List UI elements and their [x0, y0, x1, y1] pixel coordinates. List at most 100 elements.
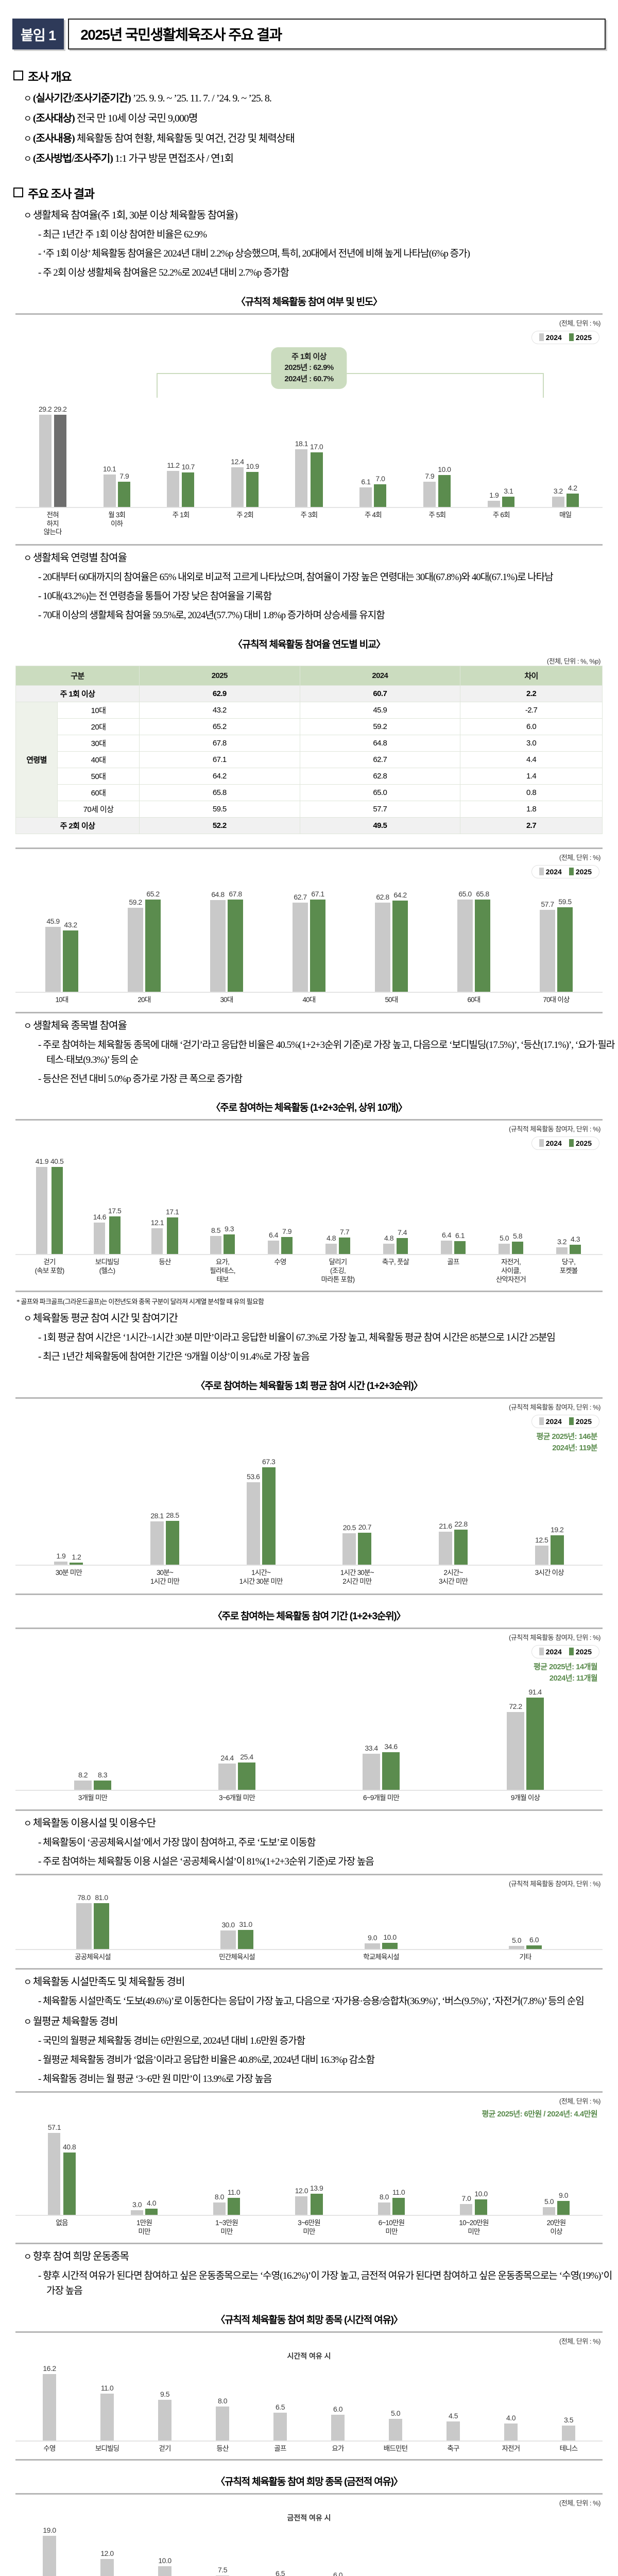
bar-value: 62.8	[376, 893, 389, 902]
bar-group: 78.0 81.0	[21, 1893, 165, 1950]
cell-diff: 3.0	[460, 734, 603, 752]
cell-v2025: 67.8	[139, 734, 300, 752]
bar-2025	[43, 2374, 56, 2441]
cell-v2025: 65.2	[139, 718, 300, 735]
bar-value: 31.0	[239, 1920, 252, 1928]
table-row: 연령별 10대 43.2 45.9 -2.7	[15, 701, 603, 818]
bar-2025	[145, 899, 161, 992]
bar-group: 62.7 67.1	[268, 890, 350, 992]
bar-2025	[51, 1167, 63, 1255]
bar-2024	[552, 496, 564, 507]
bar-group: 9.0 10.0	[309, 1893, 453, 1950]
x-axis-label: 골프	[447, 1258, 459, 1266]
chart-freq: (전체, 단위 : %) 2024 2025	[15, 313, 603, 344]
cell-diff: 4.4	[460, 751, 603, 768]
bar-2024	[439, 1531, 453, 1565]
bar-2025	[382, 1943, 398, 1950]
th-2025: 2025	[139, 665, 300, 686]
bar-2025	[246, 472, 259, 507]
bar-value: 7.9	[425, 471, 435, 480]
bar-group: 4.8 7.7	[309, 1157, 367, 1255]
bar-2025	[566, 493, 579, 507]
x-axis-label: 40대	[302, 995, 316, 1004]
x-axis-label: 1만원 미만	[136, 2219, 152, 2235]
bar-value: 5.0	[500, 1233, 509, 1242]
sec7-bullet: 체육활동 경비는 월 평균 ‘3~6만 원 미만’이 13.9%로 가장 높음	[38, 2072, 618, 2087]
legend-2024: 2024	[539, 1139, 562, 1147]
bar-value: 12.0	[295, 2187, 308, 2195]
table-row: 60대 65.8 65.0 0.8	[16, 784, 603, 801]
bar-value: 10.9	[246, 462, 260, 471]
chart-unit: (전체, 단위 : %)	[559, 2337, 601, 2345]
table-title-age: 〈규칙적 체육활동 참여율 연도별 비교〉	[232, 639, 386, 650]
age-comparison-table: 구분 2025 2024 차이 주 1회 이상 62.9 60.7 2.2 연령별 10대…	[15, 665, 603, 834]
x-axis-label: 걷기	[159, 2444, 171, 2452]
bar-group: 4.0	[482, 2364, 540, 2441]
bar-value: 17.1	[166, 1207, 179, 1216]
bar-value: 1.2	[72, 1552, 81, 1561]
legend-2025: 2025	[569, 1139, 592, 1147]
square-bullet-icon	[13, 188, 23, 197]
bar-group: 6.4 7.9	[251, 1157, 309, 1255]
table-row: 50대 64.2 62.8 1.4	[16, 767, 603, 785]
legend-2025: 2025	[569, 1647, 592, 1656]
bar-value: 24.4	[220, 1753, 234, 1762]
x-axis-label: 50대	[385, 995, 398, 1004]
section-heading-overview: 조사 개요	[13, 67, 618, 84]
sec8-bullet: 향후 시간적 여유가 된다면 참여하고 싶은 운동종목으로는 ‘수영(16.2%…	[38, 2269, 618, 2299]
bar-group: 57.1 40.8	[21, 2123, 103, 2215]
bar-value: 11.0	[227, 2188, 241, 2197]
bar-value: 34.6	[384, 1742, 398, 1751]
table-row: 70세 이상 59.5 57.7 1.8	[16, 800, 603, 818]
wish-time-subtitle: 시간적 여유 시	[287, 2351, 331, 2360]
bar-value: 28.1	[150, 1512, 164, 1520]
bar-2024	[365, 1943, 380, 1950]
bar-value: 59.2	[129, 898, 142, 907]
bar-2025	[262, 1467, 276, 1565]
bar-value: 8.3	[98, 1771, 107, 1780]
bar-2025	[397, 1238, 408, 1255]
table-row: 20대 65.2 59.2 6.0	[16, 718, 603, 735]
cell-v2024: 65.0	[299, 784, 461, 801]
bar-value: 7.7	[340, 1228, 349, 1236]
bar-2024	[295, 2196, 308, 2215]
sec1-bullet: 최근 1년간 주 1회 이상 참여한 비율은 62.9%	[38, 228, 618, 243]
bar-group: 4.8 7.4	[367, 1157, 424, 1255]
row-label: 70세 이상	[57, 800, 140, 818]
bar-2024	[540, 910, 555, 992]
bar-value: 67.8	[229, 889, 242, 898]
legend-2024: 2024	[539, 867, 562, 876]
bar-value: 21.6	[439, 1521, 452, 1530]
chart-wish-time: (전체, 단위 : %) 시간적 여유 시 16.2 11.0 9.5 8.0 6.5 6…	[15, 2331, 603, 2461]
x-axis-label: 6~9개월 미만	[363, 1793, 400, 1802]
bar-group: 64.8 67.8	[185, 890, 268, 992]
x-axis-label: 3시간 이상	[535, 1568, 564, 1577]
bar-2024	[363, 1753, 380, 1790]
bar-value: 81.0	[95, 1893, 108, 1902]
x-axis-label: 3~6개월 미만	[219, 1793, 255, 1802]
cell-v2024: 64.8	[299, 734, 461, 752]
cell-v2024: 62.8	[299, 767, 461, 785]
bar-2024	[535, 1545, 548, 1565]
bar-2024	[457, 900, 473, 992]
x-axis-label: 수영	[43, 2444, 56, 2452]
x-axis-label: 배드민턴	[383, 2444, 408, 2452]
bar-2024	[460, 2204, 473, 2215]
bar-group: 29.2 29.2	[21, 405, 84, 507]
bar-2024	[359, 487, 372, 507]
bar-value: 3.0	[132, 2200, 142, 2209]
bar-2025	[475, 899, 490, 992]
bar-2024	[48, 2133, 61, 2215]
sec5-bullet: 체육활동이 ‘공공체육시설’에서 가장 많이 참여하고, 주로 ‘도보’로 이동…	[38, 1836, 618, 1851]
x-axis-label: 월 3회 이하	[108, 511, 126, 528]
sec1-title: 생활체육 참여율(주 1회, 30분 이상 체육활동 참여율)	[24, 208, 618, 223]
x-axis-label: 전혀 하지 않는다	[43, 511, 62, 536]
chart-wish-money: (전체, 단위 : %) 금전적 여유 시 19.0 12.0 10.0 7.5 6.5…	[15, 2493, 603, 2576]
bar-group: 12.5 19.2	[501, 1458, 597, 1565]
bar-group: 6.0	[309, 2526, 367, 2576]
bar-2025	[392, 901, 408, 992]
legend-2025: 2025	[569, 333, 592, 342]
bar-2024	[213, 2202, 226, 2215]
bar-group: 7.9 10.0	[405, 405, 469, 507]
cell-v2025: 59.5	[139, 800, 300, 818]
